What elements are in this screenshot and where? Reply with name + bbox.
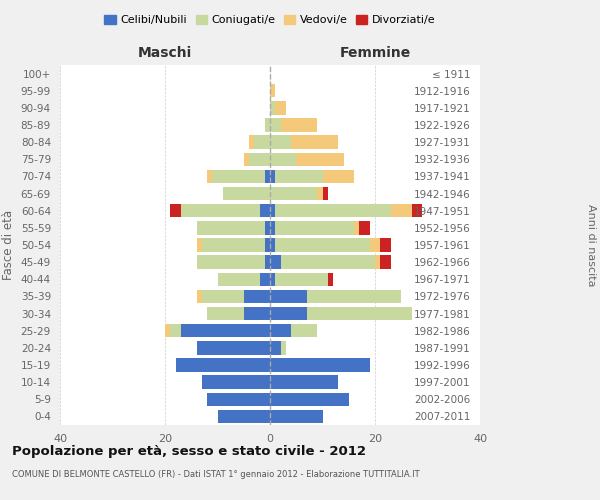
Bar <box>370 238 380 252</box>
Bar <box>265 238 270 252</box>
Bar <box>223 187 270 200</box>
Bar <box>265 170 270 183</box>
Bar <box>165 324 170 338</box>
Bar <box>207 392 270 406</box>
Bar <box>275 204 391 218</box>
Bar <box>244 152 249 166</box>
Bar <box>207 307 244 320</box>
Bar <box>323 187 328 200</box>
Bar <box>380 256 391 269</box>
Bar <box>275 221 354 234</box>
Bar <box>317 187 323 200</box>
Bar <box>270 170 275 183</box>
Bar <box>380 238 391 252</box>
Bar <box>354 221 359 234</box>
Bar <box>291 136 338 149</box>
Bar <box>197 238 202 252</box>
Text: Maschi: Maschi <box>138 46 192 60</box>
Bar <box>181 324 270 338</box>
Bar <box>270 410 323 423</box>
Bar <box>170 204 181 218</box>
Bar <box>281 256 375 269</box>
Bar <box>181 204 260 218</box>
Bar <box>375 256 380 269</box>
Bar <box>244 307 270 320</box>
Text: COMUNE DI BELMONTE CASTELLO (FR) - Dati ISTAT 1° gennaio 2012 - Elaborazione TUT: COMUNE DI BELMONTE CASTELLO (FR) - Dati … <box>12 470 419 479</box>
Bar <box>170 324 181 338</box>
Bar <box>270 84 275 98</box>
Bar <box>270 152 296 166</box>
Bar <box>275 272 328 286</box>
Bar <box>270 187 317 200</box>
Bar <box>197 221 265 234</box>
Bar <box>207 170 212 183</box>
Bar <box>412 204 422 218</box>
Bar <box>249 136 254 149</box>
Bar <box>270 118 281 132</box>
Y-axis label: Fasce di età: Fasce di età <box>2 210 15 280</box>
Bar <box>270 101 275 114</box>
Text: Femmine: Femmine <box>340 46 410 60</box>
Bar <box>270 256 281 269</box>
Bar <box>202 238 265 252</box>
Bar <box>270 221 275 234</box>
Bar <box>260 272 270 286</box>
Bar <box>281 341 286 354</box>
Bar <box>270 376 338 389</box>
Bar <box>270 136 291 149</box>
Bar <box>176 358 270 372</box>
Bar <box>244 290 270 303</box>
Bar <box>270 358 370 372</box>
Bar <box>202 290 244 303</box>
Bar <box>197 290 202 303</box>
Bar <box>218 410 270 423</box>
Bar <box>270 341 281 354</box>
Bar <box>197 341 270 354</box>
Bar <box>275 170 323 183</box>
Bar <box>270 290 307 303</box>
Text: Popolazione per età, sesso e stato civile - 2012: Popolazione per età, sesso e stato civil… <box>12 445 366 458</box>
Bar <box>275 101 286 114</box>
Bar <box>307 307 412 320</box>
Bar <box>359 221 370 234</box>
Text: Anni di nascita: Anni di nascita <box>586 204 596 286</box>
Bar <box>197 256 265 269</box>
Bar <box>281 118 317 132</box>
Bar <box>218 272 260 286</box>
Bar <box>260 204 270 218</box>
Legend: Celibi/Nubili, Coniugati/e, Vedovi/e, Divorziati/e: Celibi/Nubili, Coniugati/e, Vedovi/e, Di… <box>100 10 440 30</box>
Bar <box>202 376 270 389</box>
Bar <box>212 170 265 183</box>
Bar <box>328 272 333 286</box>
Bar <box>323 170 354 183</box>
Bar <box>270 307 307 320</box>
Bar <box>265 118 270 132</box>
Bar <box>270 238 275 252</box>
Bar <box>275 238 370 252</box>
Bar <box>270 324 291 338</box>
Bar <box>270 392 349 406</box>
Bar <box>254 136 270 149</box>
Bar <box>307 290 401 303</box>
Bar <box>270 272 275 286</box>
Bar <box>291 324 317 338</box>
Bar <box>391 204 412 218</box>
Bar <box>265 221 270 234</box>
Bar <box>270 204 275 218</box>
Bar <box>296 152 343 166</box>
Bar <box>249 152 270 166</box>
Bar <box>265 256 270 269</box>
